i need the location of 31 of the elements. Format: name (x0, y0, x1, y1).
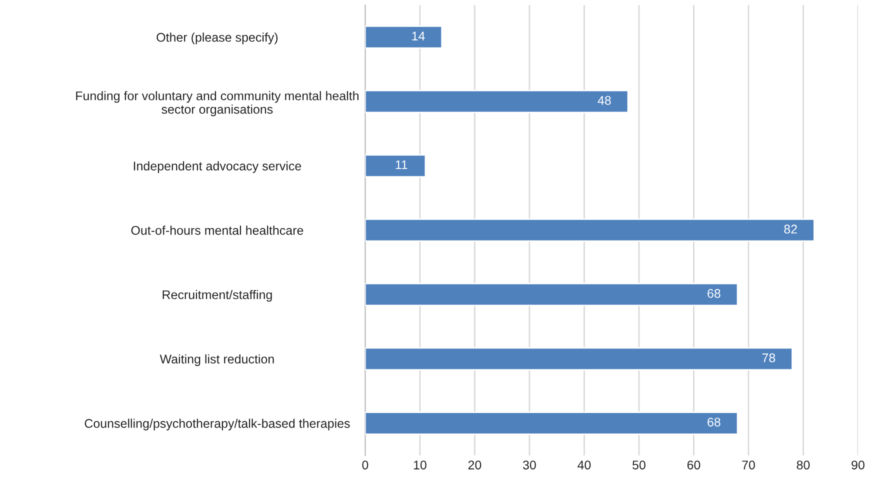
x-tick-label: 90 (852, 460, 864, 470)
y-tick-label: Other (please specify) (156, 32, 278, 44)
data-label: 78 (762, 353, 776, 362)
data-label: 11 (396, 160, 408, 170)
x-tick-label: 20 (468, 460, 482, 470)
data-label: 68 (708, 289, 720, 298)
y-tick-label: Independent advocacy service (134, 161, 302, 173)
x-tick-label: 60 (687, 460, 700, 470)
x-tick-label: 40 (578, 460, 591, 470)
data-label: 82 (784, 224, 797, 234)
bar (365, 154, 426, 178)
x-tick-label: 80 (796, 460, 810, 470)
bar (365, 218, 815, 242)
data-label: 48 (598, 96, 611, 105)
x-tick-label: 30 (522, 460, 536, 470)
y-tick-label: Recruitment/staffing (162, 290, 272, 302)
x-tick-label: 0 (362, 460, 368, 470)
y-tick-label: Counselling/psychotherapy/talk-based therapies (84, 418, 350, 430)
bar (365, 412, 738, 435)
x-tick-label: 70 (742, 460, 755, 470)
y-tick-label: Out-of-hours mental healthcare (131, 226, 304, 235)
data-label: 14 (412, 32, 425, 40)
bar (365, 90, 629, 114)
bar (365, 282, 738, 306)
y-tick-label: Funding for voluntary and community mental health sector organisations (76, 91, 358, 116)
bar (365, 25, 443, 49)
x-tick-label: 50 (632, 460, 646, 470)
x-tick-label: 10 (414, 460, 426, 470)
data-label: 68 (708, 418, 720, 427)
y-tick-label: Waiting list reduction (160, 354, 274, 366)
bar (365, 347, 793, 371)
